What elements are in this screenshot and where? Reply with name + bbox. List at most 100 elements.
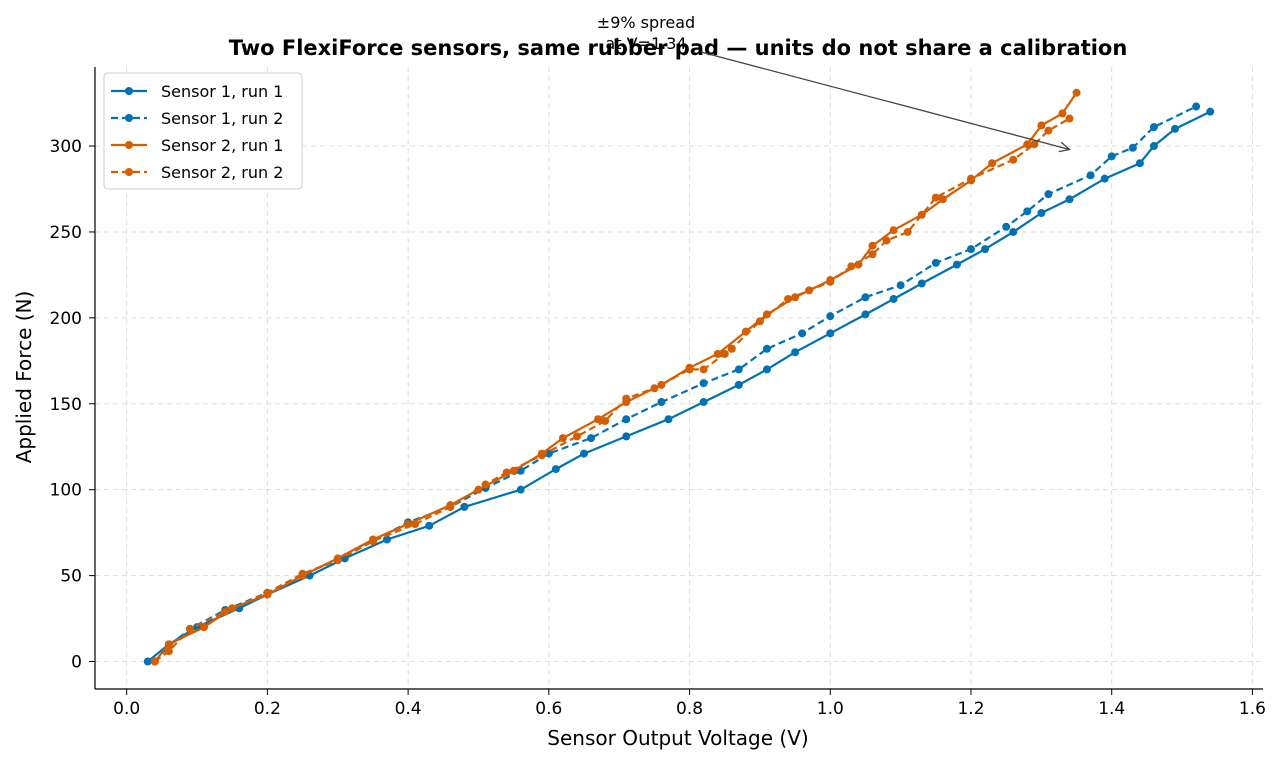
y-axis-label: Applied Force (N) [12,291,36,464]
legend-entry-label: Sensor 1, run 1 [161,82,283,101]
legend-swatch-marker [125,87,133,95]
series-1-point [699,398,708,407]
series-4-point [601,416,610,425]
series-1-point [1065,195,1074,204]
series-1-point [580,449,589,458]
series-1-point [1100,174,1109,183]
series-4-point [368,537,377,546]
series-1-point [734,380,743,389]
annotation-text-line2: at V=1.34 [605,34,686,53]
legend-swatch-marker [125,168,133,176]
series-3-point [938,195,947,204]
series-1-point [1037,209,1046,218]
series-1-point [826,329,835,338]
series-4-point [967,174,975,183]
series-4-point [572,432,581,441]
series-4-point [685,365,694,374]
y-tick-label: 50 [60,567,82,587]
grid-lines [95,67,1263,689]
annotation-text-line1: ±9% spread [597,13,695,32]
y-tick-label: 200 [50,309,82,329]
series-4-point [1044,126,1053,135]
legend-swatch-marker [125,114,133,122]
series-4-point [622,394,631,403]
legend: Sensor 1, run 1 Sensor 1, run 2 Sensor 2, … [103,72,303,190]
series-4-point [805,286,814,295]
series-4-point [1009,155,1018,164]
series-3-point [713,349,722,358]
series-4-point [868,250,877,259]
series-2-point [699,379,708,388]
series-1-point [143,657,152,666]
series-4-point [185,624,194,633]
series-2-point [1128,143,1137,152]
y-tick-label: 100 [50,481,82,501]
series-4-point [903,227,912,236]
series-2-point [622,415,631,424]
series-4-point [650,384,659,393]
series-1-point [1149,142,1158,151]
series-4-point [784,294,793,303]
data-series [143,88,1215,666]
series-2-point [1002,222,1011,231]
series-4-point [150,657,159,666]
series-4-point [411,520,420,529]
x-tick-label: 1.0 [817,699,844,719]
series-4-point [727,344,736,353]
series-1-point [383,535,391,544]
series-3-point [1023,140,1032,149]
series-line-4 [154,117,1071,663]
series-4-point [537,451,546,460]
series-1-point [516,485,525,494]
series-1-point [1171,124,1180,133]
series-4-point [699,365,708,374]
series-3-point [594,415,603,424]
annotation-arrow-line [700,51,1070,151]
series-1-point [1206,107,1215,116]
series-2-point [734,365,743,374]
series-4-point [164,647,173,656]
x-tick-label: 1.4 [1098,699,1125,719]
series-4-point [931,193,940,202]
y-tick-label: 300 [50,137,82,157]
series-2-point [798,329,807,338]
series-1-point [551,465,560,474]
annotation: ±9% spread at V=1.34 [597,13,1071,153]
x-axis-label: Sensor Output Voltage (V) [547,726,808,750]
legend-entry-label: Sensor 1, run 2 [161,109,283,128]
series-2-point [1023,207,1032,216]
series-1-point [981,245,990,254]
legend-entry-label: Sensor 2, run 2 [161,163,283,182]
series-1-point [861,310,870,319]
series-4-point [826,277,835,286]
series-2-point [657,398,666,407]
series-2-point [931,258,940,267]
series-3-point [868,241,877,250]
chart-title: Two FlexiForce sensors, same rubber pad … [229,36,1128,60]
series-3-point [1037,121,1046,130]
series-4-point [263,588,272,597]
y-tick-label: 250 [50,223,82,243]
x-tick-label: 0.8 [676,699,703,719]
series-1-point [460,502,469,511]
series-1-point [425,521,434,530]
series-3-point [558,434,567,443]
series-4-point [847,262,856,271]
series-2-point [544,449,553,458]
axes: 0.0 0.2 0.4 0.6 0.8 1.0 1.2 1.4 1.6 0 50 100 150 200 2… [50,67,1266,719]
y-tick-label: 0 [71,653,82,673]
series-2-point [1044,190,1053,199]
series-2-point [587,434,596,443]
series-4-point [502,468,511,477]
series-4-point [720,349,729,358]
x-tick-label: 0.2 [254,699,281,719]
x-tick-label: 1.2 [957,699,984,719]
series-2-point [967,245,975,254]
series-2-point [762,344,771,353]
series-1-point [889,294,898,303]
series-4-point [298,569,307,578]
series-2-point [896,281,905,290]
series-4-point [755,317,764,326]
x-tick-label: 0.0 [113,699,140,719]
